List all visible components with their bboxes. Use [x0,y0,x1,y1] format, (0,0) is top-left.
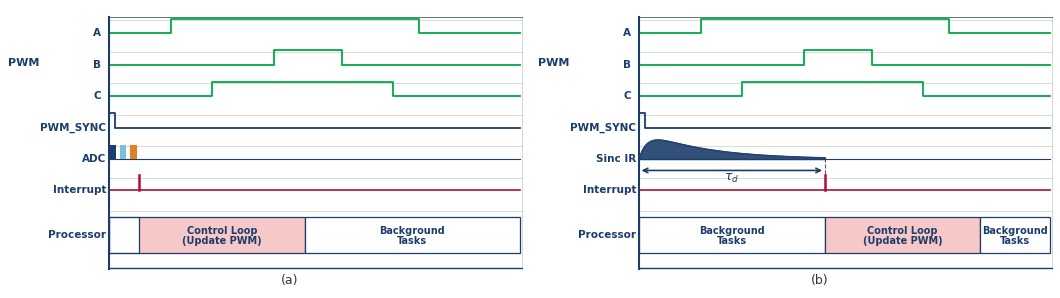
Text: Sinc IR: Sinc IR [596,154,636,164]
Bar [980,217,1050,253]
Bar [825,217,981,253]
Text: Interrupt: Interrupt [53,185,106,195]
Text: Control Loop: Control Loop [867,226,938,235]
Text: PWM_SYNC: PWM_SYNC [570,122,636,133]
Text: Tasks: Tasks [398,236,427,246]
Text: A: A [623,28,631,38]
Text: (b): (b) [811,274,829,287]
Bar [639,217,825,253]
Text: PWM: PWM [537,58,569,68]
Bar [139,217,305,253]
Text: Background: Background [379,226,445,235]
Text: A: A [93,28,101,38]
Text: Tasks: Tasks [717,236,747,246]
Text: $\tau_d$: $\tau_d$ [724,172,740,185]
Text: Background: Background [699,226,764,235]
Text: Tasks: Tasks [1000,236,1030,246]
Text: ADC: ADC [82,154,106,164]
Text: PWM_SYNC: PWM_SYNC [40,122,106,133]
Text: Interrupt: Interrupt [583,185,636,195]
Bar [305,217,520,253]
Bar [120,145,126,159]
Text: B: B [93,60,101,70]
Text: B: B [623,60,631,70]
Bar [130,145,137,159]
Text: (Update PWM): (Update PWM) [182,236,262,246]
Text: C: C [623,91,631,101]
Text: Processor: Processor [48,230,106,240]
Text: C: C [93,91,101,101]
Bar [109,145,116,159]
Text: Background: Background [983,226,1048,235]
Text: PWM: PWM [7,58,39,68]
Text: Processor: Processor [578,230,636,240]
Text: (a): (a) [281,274,299,287]
Text: Control Loop: Control Loop [187,226,258,235]
Text: (Update PWM): (Update PWM) [863,236,942,246]
Bar [109,217,139,253]
